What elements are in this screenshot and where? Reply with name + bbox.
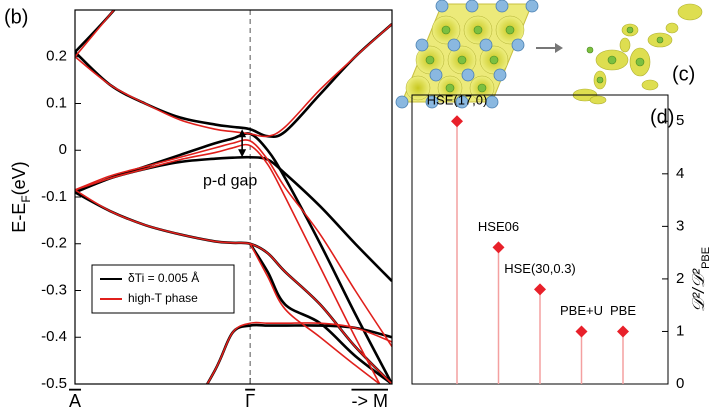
band-line bbox=[75, 10, 116, 53]
stem-panel: (d)012345𝒟²/𝒟²PBEHSE(17,0)HSE06HSE(30,0.… bbox=[411, 93, 712, 392]
band-line bbox=[249, 243, 392, 384]
y-tick-label: 0.2 bbox=[46, 48, 67, 65]
band-line bbox=[75, 189, 392, 384]
y-axis-label-part: E-E bbox=[9, 203, 29, 233]
arrow-head bbox=[238, 149, 247, 158]
stem-marker bbox=[575, 325, 588, 338]
plot-area bbox=[75, 10, 392, 384]
plot-frame bbox=[74, 9, 393, 385]
y-tick-label: 3 bbox=[676, 217, 684, 234]
y-axis-label-part: PBE bbox=[700, 247, 712, 269]
y-tick-label: 4 bbox=[676, 165, 684, 182]
arrow-head bbox=[238, 129, 247, 138]
y-tick-label: -0.3 bbox=[41, 281, 67, 298]
y-tick-label: 0.1 bbox=[46, 94, 67, 111]
band-line bbox=[206, 321, 392, 384]
panel-label: (b) bbox=[4, 6, 28, 28]
legend-label: δTi = 0.005 Å bbox=[128, 270, 199, 285]
y-tick-label: 1 bbox=[676, 322, 684, 339]
y-tick-label: -0.4 bbox=[41, 328, 67, 345]
category-label: PBE+U bbox=[560, 303, 603, 318]
band-line bbox=[249, 243, 381, 384]
legend-box bbox=[91, 264, 235, 314]
y-tick-label: 0 bbox=[59, 141, 67, 158]
annotation: p-d gap bbox=[203, 172, 257, 189]
stem-marker bbox=[534, 283, 546, 296]
band-line bbox=[75, 143, 381, 384]
band-line bbox=[75, 10, 115, 58]
category-label: HSE06 bbox=[478, 219, 519, 234]
stem-marker bbox=[492, 241, 505, 254]
y-tick-label: 2 bbox=[676, 270, 684, 287]
y-tick-label: 0 bbox=[676, 375, 684, 392]
y-tick-label: -0.1 bbox=[41, 188, 67, 205]
y-axis-label-part: 𝒟²/𝒟² bbox=[689, 268, 708, 313]
y-axis-label: 𝒟²/𝒟²PBE bbox=[689, 247, 711, 312]
structure-images bbox=[395, 0, 703, 109]
y-tick-label: 5 bbox=[676, 112, 684, 129]
panel-label: (c) bbox=[672, 63, 695, 85]
legend-label: high-T phase bbox=[128, 291, 198, 305]
panel-label: (d) bbox=[650, 106, 674, 128]
y-tick-label: -0.5 bbox=[41, 375, 67, 392]
y-axis-label-part: (eV) bbox=[9, 161, 29, 195]
y-axis-label: E-EF(eV) bbox=[9, 161, 33, 232]
band-line bbox=[75, 139, 392, 348]
y-tick-label: -0.2 bbox=[41, 235, 67, 252]
stem-marker bbox=[617, 325, 629, 338]
stem-marker bbox=[451, 115, 463, 128]
y-axis-label-part: F bbox=[19, 195, 33, 202]
category-label: PBE bbox=[610, 303, 636, 318]
band-line bbox=[75, 23, 392, 139]
category-label: HSE(30,0.3) bbox=[504, 261, 576, 276]
x-tick-label: -> M bbox=[351, 391, 388, 411]
x-tick-label: A bbox=[69, 391, 81, 411]
band-panel: (b) E-EF(eV) -0.5 -0.4 -0.3 -0.2 -0.1 0 0.1 0.2 A Γ… bbox=[4, 6, 393, 411]
category-label: HSE(17,0) bbox=[427, 93, 488, 108]
band-line bbox=[75, 23, 392, 138]
x-tick-label: Γ bbox=[245, 391, 255, 411]
